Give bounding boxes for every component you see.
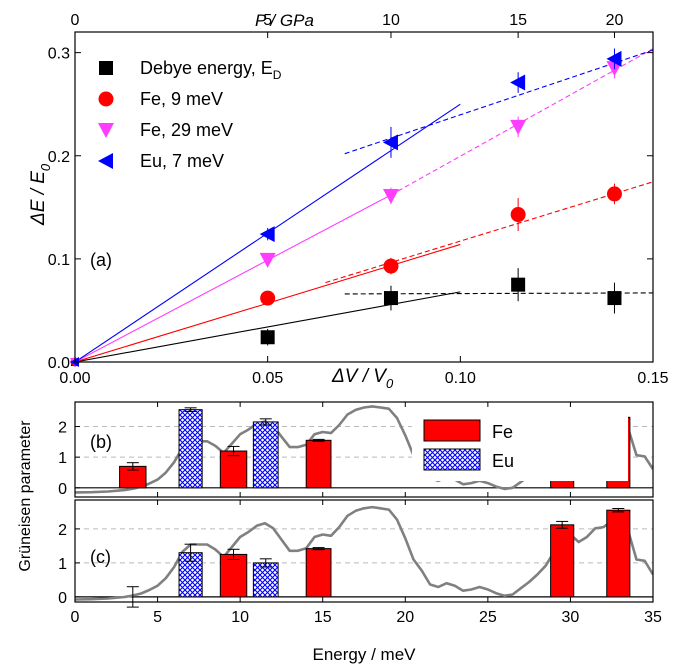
y-tick-label-a: 0.3: [48, 46, 70, 63]
y-tick-label: 2: [58, 522, 67, 539]
legend-label: Fe, 9 meV: [140, 89, 223, 109]
bar-fe: [606, 509, 631, 598]
x-axis-label-a: ΔV / V0: [331, 366, 394, 391]
y-tick-label: 0: [58, 590, 67, 607]
top-tick-label: 5: [263, 12, 272, 29]
bar-fe: [219, 553, 248, 598]
bar-eu: [178, 409, 203, 489]
marker-square: [383, 291, 398, 306]
bar-eu: [252, 421, 279, 489]
x-tick-label: 30: [562, 609, 580, 626]
marker-circle: [606, 186, 622, 202]
y-tick-label: 2: [58, 420, 67, 437]
marker-circle: [260, 290, 276, 306]
x-tick-label-a: 0.05: [252, 370, 283, 387]
marker-circle: [98, 91, 114, 107]
bar-eu: [252, 562, 279, 598]
panel-a-ticks: 0.00 0.05 0.10 0.15 0.0 0.1 0.2 0.30 5 10 15 20: [48, 12, 669, 387]
x-tick-label: 0: [71, 609, 80, 626]
x-axis-label-c: Energy / meV: [313, 645, 417, 664]
x-tick-label-a: 0.10: [445, 370, 476, 387]
marker-triangle-left: [510, 74, 526, 91]
x-tick-label: 20: [396, 609, 414, 626]
top-tick-label: 0: [71, 12, 80, 29]
marker-triangle-down: [510, 119, 527, 135]
marker-triangle-down: [382, 188, 399, 204]
bar-fe: [219, 450, 248, 489]
y-tick-label-a: 0.0: [48, 355, 70, 372]
panel-c-frame: [74, 499, 654, 603]
panel-a-legend: Debye energy, ED Fe, 9 meV Fe, 29 meV Eu, 7…: [98, 58, 282, 171]
x-tick-label: 35: [644, 609, 662, 626]
marker-triangle-down: [259, 252, 276, 268]
marker-circle: [510, 207, 526, 223]
marker-triangle-left: [259, 226, 275, 243]
legend-label: Debye energy, ED: [140, 58, 282, 82]
marker-circle: [383, 258, 399, 274]
marker-triangle-left: [382, 134, 398, 151]
x-tick-label: 5: [153, 609, 162, 626]
marker-square: [511, 277, 526, 292]
legend-swatch-fe: [423, 419, 481, 442]
panel-c-bars: [126, 508, 631, 608]
bar-fe: [550, 524, 575, 598]
panel-b-frame: [74, 401, 654, 498]
fit-line-dashed: [325, 181, 653, 284]
y-tick-label-a: 0.1: [48, 252, 70, 269]
y-tick-label: 0: [58, 481, 67, 498]
legend-swatch-eu: [423, 448, 481, 471]
marker-triangle-down: [98, 123, 114, 138]
x-tick-label-a: 0.15: [637, 370, 668, 387]
panel-b-label: (b): [90, 432, 112, 452]
fit-line-dashed: [390, 48, 653, 196]
marker-triangle-left: [98, 153, 113, 169]
legend-label: Eu: [492, 451, 514, 471]
legend-label: Eu, 7 meV: [140, 151, 224, 171]
bar-fe: [305, 548, 332, 598]
y-tick-label-a: 0.2: [48, 149, 70, 166]
bar-fe: [305, 439, 332, 489]
legend-label: Fe: [492, 422, 513, 442]
x-tick-label-a: 0.00: [59, 370, 90, 387]
top-tick-label: 20: [606, 12, 624, 29]
top-axis-label: P / GPa: [255, 11, 314, 30]
marker-square: [607, 291, 622, 306]
x-tick-label: 15: [314, 609, 332, 626]
panel-a-data-points: [70, 48, 623, 367]
shared-y-axis-label: Grüneisen parameter: [17, 420, 34, 572]
panel-b: 0 1 2 (b) Fe Eu: [58, 401, 654, 498]
x-tick-label: 10: [231, 609, 249, 626]
panel-c-label: (c): [90, 547, 111, 567]
top-tick-label: 15: [509, 12, 527, 29]
legend-label: Fe, 29 meV: [140, 120, 233, 140]
top-tick-label: 10: [382, 12, 400, 29]
marker-square: [99, 61, 113, 75]
y-tick-label: 1: [58, 450, 67, 467]
panel-b-legend: Fe Eu: [412, 411, 628, 481]
y-tick-label: 1: [58, 556, 67, 573]
panel-a-frame: [74, 31, 654, 363]
marker-square: [260, 330, 275, 345]
y-axis-label-a: ΔE / E0: [28, 163, 53, 226]
panel-a-label: (a): [90, 250, 112, 270]
fit-line: [75, 194, 392, 362]
panel-a: 0.00 0.05 0.10 0.15 0.0 0.1 0.2 0.30 5 10 15 20 P /…: [28, 11, 669, 391]
marker-triangle-left: [606, 50, 622, 67]
x-tick-label: 25: [479, 609, 497, 626]
